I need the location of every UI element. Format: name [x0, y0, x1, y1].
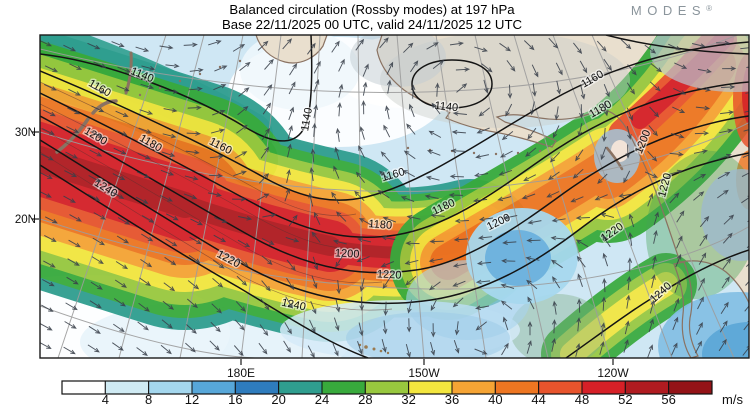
colorbar-tick-label: 24 [315, 392, 329, 407]
colorbar-tick-label: 20 [271, 392, 285, 407]
colorbar-tick-label: 4 [102, 392, 109, 407]
colorbar-border [61, 380, 713, 395]
lat-label-20n: 20N [15, 214, 36, 226]
contour-label: 1180 [368, 218, 392, 232]
wind-arrow-field [40, 37, 749, 358]
contour-label: 1140 [434, 100, 459, 114]
colorbar-tick-label: 36 [445, 392, 459, 407]
colorbar-tick-label: 52 [618, 392, 632, 407]
lat-label-30n: 30N [15, 127, 36, 139]
contour-label: 1200 [335, 247, 360, 260]
coastline-baja [673, 261, 699, 358]
colorbar-tick-label: 44 [531, 392, 545, 407]
lon-label-180e: 180E [227, 366, 255, 380]
colorbar-tick-label: 8 [145, 392, 152, 407]
colorbar-tick-label: 28 [358, 392, 372, 407]
map-frame [39, 34, 750, 359]
chart-subtitle: Base 22/11/2025 00 UTC, valid 24/11/2025… [222, 17, 523, 32]
contour-label: 1140 [299, 107, 315, 132]
contour-label: 1220 [377, 268, 402, 281]
colorbar-cell [61, 380, 106, 395]
colorbar-tick-label: 56 [661, 392, 675, 407]
colorbar-tick-label: 32 [401, 392, 415, 407]
wind-vectors [40, 37, 749, 358]
coastline-chukotka [255, 35, 328, 64]
colorbar-cell [104, 380, 150, 395]
graticule [40, 35, 749, 358]
land-chukotka [256, 35, 327, 63]
modes-logo: MODES® [631, 3, 712, 18]
lon-label-120w: 120W [597, 366, 629, 380]
chart-title: Balanced circulation (Rossby modes) at 1… [229, 2, 515, 17]
axis-ticks [32, 131, 614, 365]
colorbar-tick-label: 12 [185, 392, 199, 407]
colorbar-tick-label: 40 [488, 392, 502, 407]
colorbar-labels: 4 8 12 16 20 24 28 32 36 40 44 48 52 56 [102, 392, 676, 407]
colorbar-tick-label: 48 [575, 392, 589, 407]
mexico-band [541, 253, 697, 358]
lon-label-150w: 150W [408, 366, 440, 380]
colorbar-unit: m/s [722, 392, 743, 407]
colorbar [61, 380, 713, 395]
coastline-north-america [376, 35, 749, 305]
colorbar-tick-label: 16 [228, 392, 242, 407]
